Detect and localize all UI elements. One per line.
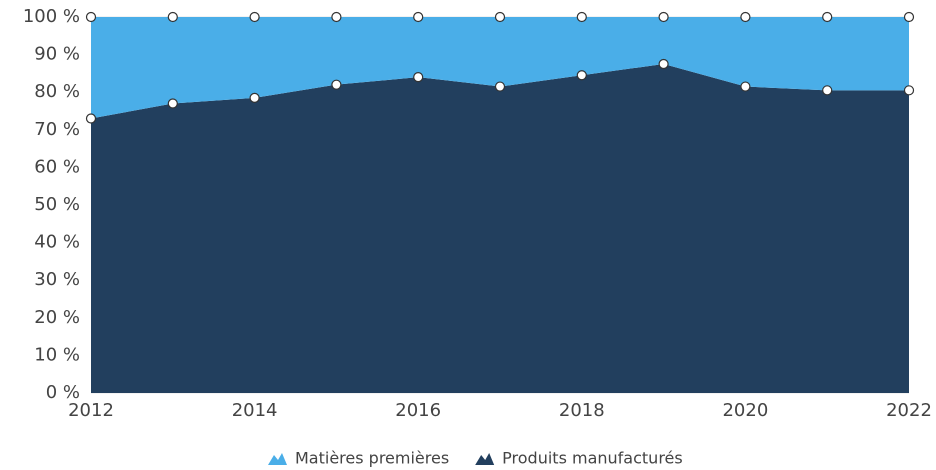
marker	[658, 58, 669, 70]
legend: Matières premières Produits manufacturés	[268, 449, 683, 468]
marker	[576, 70, 587, 81]
marker	[576, 11, 587, 23]
marker	[822, 85, 833, 96]
area	[91, 17, 909, 119]
x-tick-label: 2022	[886, 400, 932, 421]
y-tick-label: 50 %	[34, 194, 80, 215]
y-tick-label: 100 %	[23, 6, 80, 27]
y-tick-label: 20 %	[34, 307, 80, 328]
marker	[658, 11, 669, 23]
x-tick-label: 2012	[68, 400, 114, 421]
marker	[903, 11, 915, 23]
marker	[249, 92, 260, 103]
marker	[249, 11, 260, 23]
marker	[494, 11, 506, 23]
marker	[903, 85, 915, 96]
y-tick-label: 10 %	[34, 344, 80, 365]
x-tick-label: 2018	[559, 400, 605, 421]
y-tick-label: 80 %	[34, 81, 80, 102]
marker	[85, 113, 97, 124]
marker	[85, 11, 97, 23]
x-tick-label: 2014	[232, 400, 278, 421]
y-tick-label: 0 %	[46, 382, 80, 403]
y-tick-label: 40 %	[34, 232, 80, 253]
marker	[167, 98, 178, 109]
y-tick-label: 70 %	[34, 119, 80, 140]
legend-icon	[475, 453, 495, 465]
legend-label: Produits manufacturés	[502, 449, 683, 468]
y-tick-label: 30 %	[34, 269, 80, 290]
marker	[413, 11, 424, 23]
x-tick-label: 2020	[722, 400, 768, 421]
y-tick-label: 90 %	[34, 44, 80, 65]
area	[91, 64, 909, 393]
marker	[331, 11, 342, 23]
marker	[413, 72, 424, 83]
marker	[331, 79, 342, 90]
legend-icon	[268, 453, 287, 465]
legend-label: Matières premières	[295, 449, 449, 468]
x-tick-label: 2016	[395, 400, 441, 421]
marker	[740, 81, 751, 92]
marker	[822, 11, 833, 23]
y-tick-label: 60 %	[34, 156, 80, 177]
marker	[494, 81, 506, 92]
marker	[167, 11, 178, 23]
marker	[740, 11, 751, 23]
